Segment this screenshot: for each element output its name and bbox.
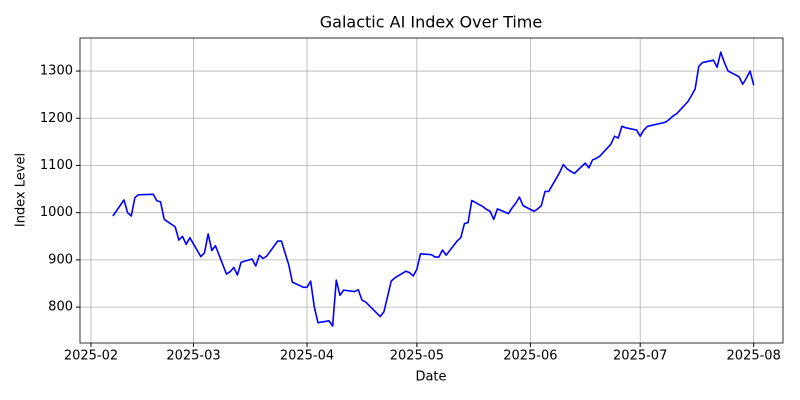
y-tick-label: 1100 <box>40 158 73 173</box>
x-tick-label: 2025-03 <box>166 349 220 364</box>
data-line <box>112 51 755 327</box>
chart-title: Galactic AI Index Over Time <box>320 13 542 32</box>
y-tick-label: 900 <box>48 252 73 267</box>
x-tick-label: 2025-04 <box>280 349 334 364</box>
y-tick-label: 1300 <box>40 64 73 79</box>
x-tick-label: 2025-05 <box>390 349 444 364</box>
y-axis-label: Index Level <box>14 153 29 227</box>
y-tick-label: 800 <box>48 300 73 315</box>
x-axis-label: Date <box>415 370 446 385</box>
plot-frame <box>79 37 784 344</box>
x-tick-label: 2025-08 <box>727 349 781 364</box>
x-tick-label: 2025-02 <box>64 349 118 364</box>
y-tick-label: 1200 <box>40 111 73 126</box>
x-tick-label: 2025-06 <box>503 349 557 364</box>
x-tick-label: 2025-07 <box>613 349 667 364</box>
y-tick-label: 1000 <box>40 205 73 220</box>
